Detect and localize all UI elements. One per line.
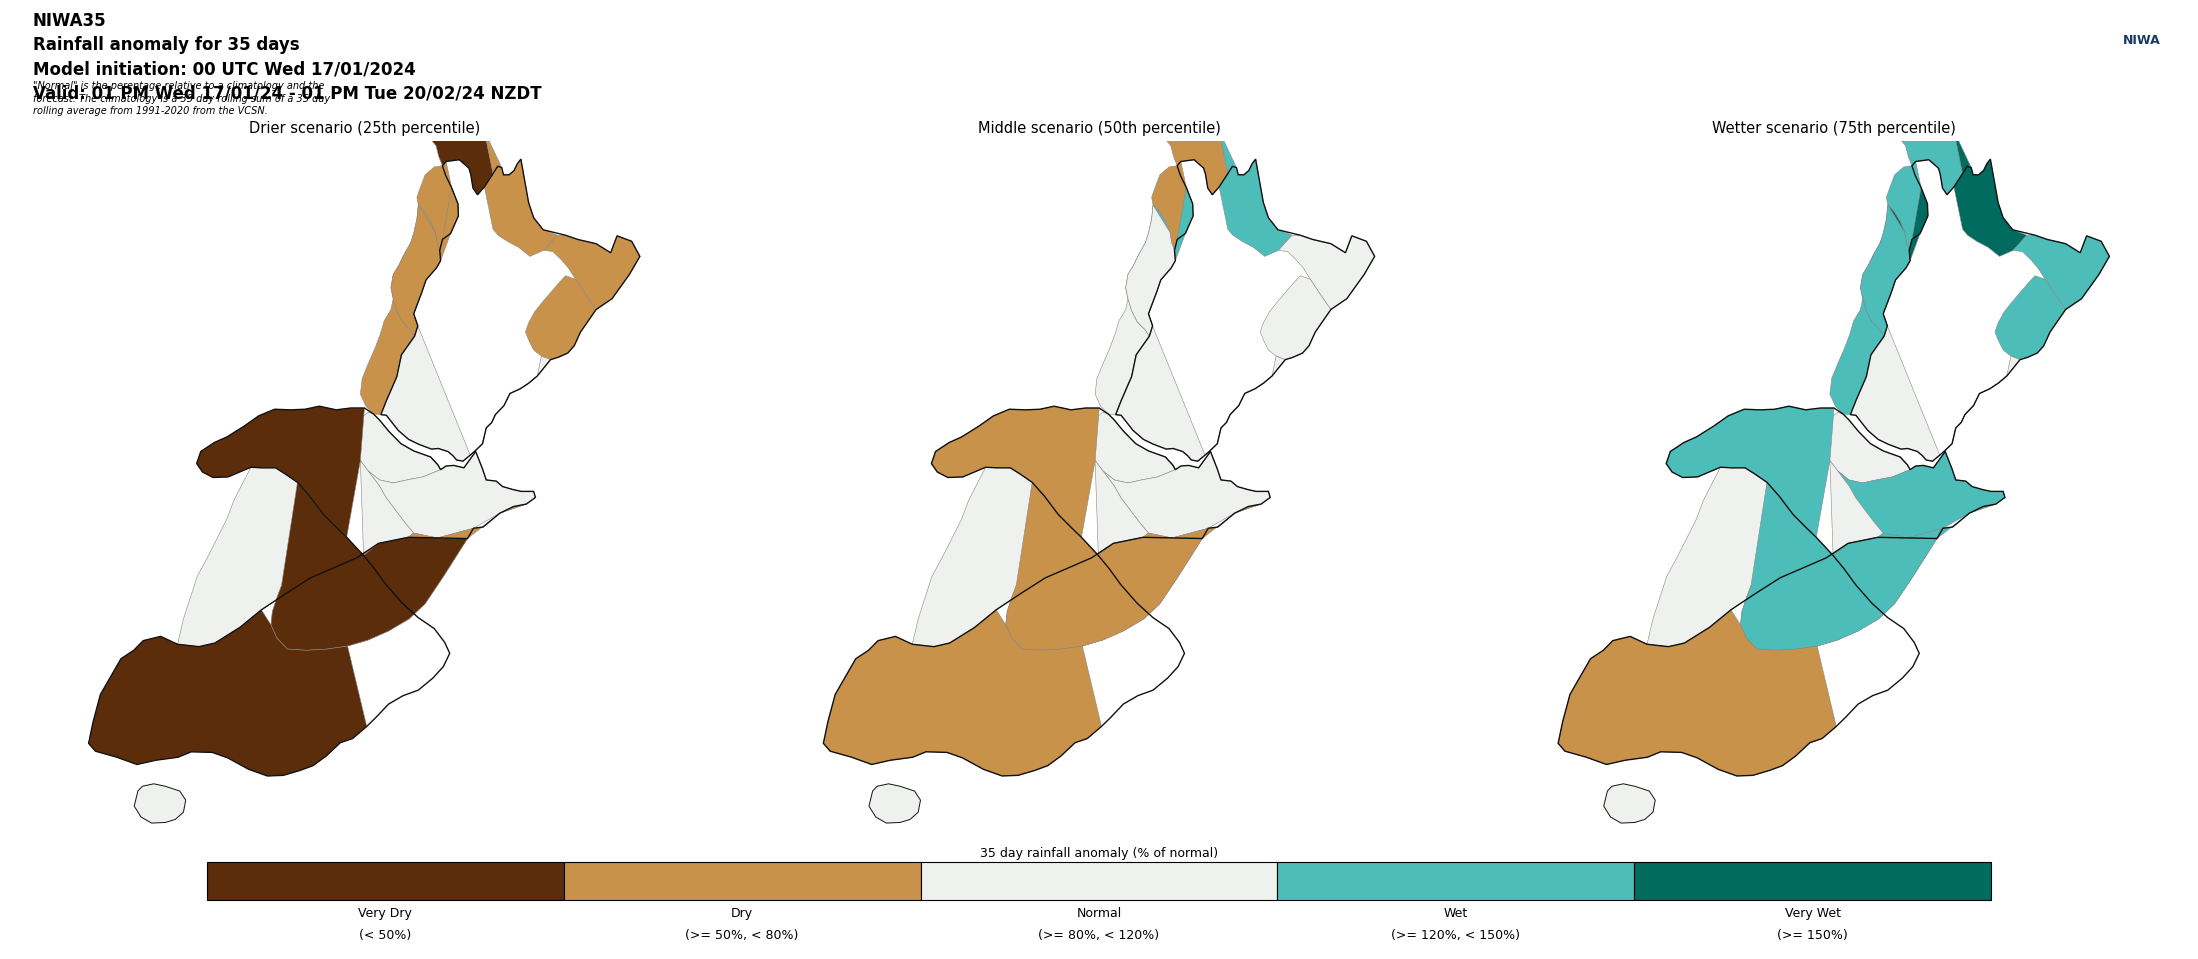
Polygon shape: [932, 407, 1202, 650]
Polygon shape: [1007, 504, 1262, 650]
Text: Very Wet: Very Wet: [1785, 906, 1840, 920]
Text: NIWA35
Rainfall anomaly for 35 days
Model initiation: 00 UTC Wed 17/01/2024
Vali: NIWA35 Rainfall anomaly for 35 days Mode…: [33, 12, 541, 103]
Polygon shape: [1860, 188, 1928, 336]
Polygon shape: [525, 275, 596, 360]
Text: "Normal" is the perentage relative to a climatology and the
forecast. The climat: "Normal" is the perentage relative to a …: [33, 82, 330, 116]
Text: (>= 80%, < 120%): (>= 80%, < 120%): [1037, 929, 1161, 942]
Text: (>= 120%, < 150%): (>= 120%, < 150%): [1391, 929, 1521, 942]
Text: Normal: Normal: [1077, 906, 1121, 920]
Polygon shape: [1851, 326, 2020, 461]
Polygon shape: [270, 504, 525, 650]
Polygon shape: [1816, 412, 1910, 483]
Polygon shape: [1220, 130, 1292, 256]
Title: Middle scenario (50th percentile): Middle scenario (50th percentile): [978, 121, 1220, 135]
Polygon shape: [1886, 161, 1928, 250]
Polygon shape: [1831, 292, 1892, 414]
Polygon shape: [912, 460, 1150, 646]
Polygon shape: [1279, 235, 1374, 310]
Text: Wet: Wet: [1444, 906, 1468, 920]
Polygon shape: [134, 784, 185, 823]
Polygon shape: [88, 610, 367, 776]
Polygon shape: [404, 48, 492, 195]
Polygon shape: [1838, 452, 2005, 538]
Polygon shape: [1259, 275, 1330, 360]
Polygon shape: [1954, 130, 2027, 256]
Polygon shape: [1081, 412, 1176, 483]
Title: Drier scenario (25th percentile): Drier scenario (25th percentile): [248, 121, 479, 135]
Polygon shape: [1860, 205, 1910, 336]
Polygon shape: [380, 326, 550, 461]
Text: Dry: Dry: [732, 906, 754, 920]
Polygon shape: [1152, 161, 1194, 250]
Polygon shape: [1141, 48, 1229, 195]
Polygon shape: [178, 460, 413, 646]
Text: NIWA: NIWA: [2123, 35, 2161, 47]
Bar: [207, 862, 563, 901]
Polygon shape: [196, 407, 468, 650]
Bar: [1635, 862, 1991, 901]
Polygon shape: [1741, 504, 1996, 650]
Text: 35 day rainfall anomaly (% of normal): 35 day rainfall anomaly (% of normal): [980, 848, 1218, 860]
Polygon shape: [1605, 784, 1655, 823]
Title: Wetter scenario (75th percentile): Wetter scenario (75th percentile): [1712, 121, 1956, 135]
Polygon shape: [1103, 452, 1270, 538]
Polygon shape: [1125, 188, 1194, 336]
Bar: [563, 862, 921, 901]
Polygon shape: [418, 161, 459, 250]
Polygon shape: [391, 205, 440, 336]
Polygon shape: [484, 130, 558, 256]
Polygon shape: [1875, 48, 1963, 195]
Polygon shape: [868, 784, 921, 823]
Polygon shape: [360, 292, 422, 414]
Polygon shape: [824, 610, 1101, 776]
Polygon shape: [391, 188, 459, 336]
Text: (< 50%): (< 50%): [358, 929, 411, 942]
Polygon shape: [347, 412, 440, 483]
Polygon shape: [1117, 326, 1286, 461]
Text: (>= 50%, < 80%): (>= 50%, < 80%): [686, 929, 798, 942]
Polygon shape: [1996, 275, 2066, 360]
Polygon shape: [2013, 235, 2110, 310]
Polygon shape: [1646, 460, 1884, 646]
Bar: [921, 862, 1277, 901]
Polygon shape: [1558, 610, 1835, 776]
Bar: [1277, 862, 1635, 901]
Text: Very Dry: Very Dry: [358, 906, 413, 920]
Polygon shape: [1095, 292, 1156, 414]
Text: (>= 150%): (>= 150%): [1778, 929, 1849, 942]
Polygon shape: [543, 235, 640, 310]
Polygon shape: [1125, 205, 1176, 336]
Polygon shape: [367, 452, 536, 538]
Polygon shape: [1666, 407, 1936, 650]
